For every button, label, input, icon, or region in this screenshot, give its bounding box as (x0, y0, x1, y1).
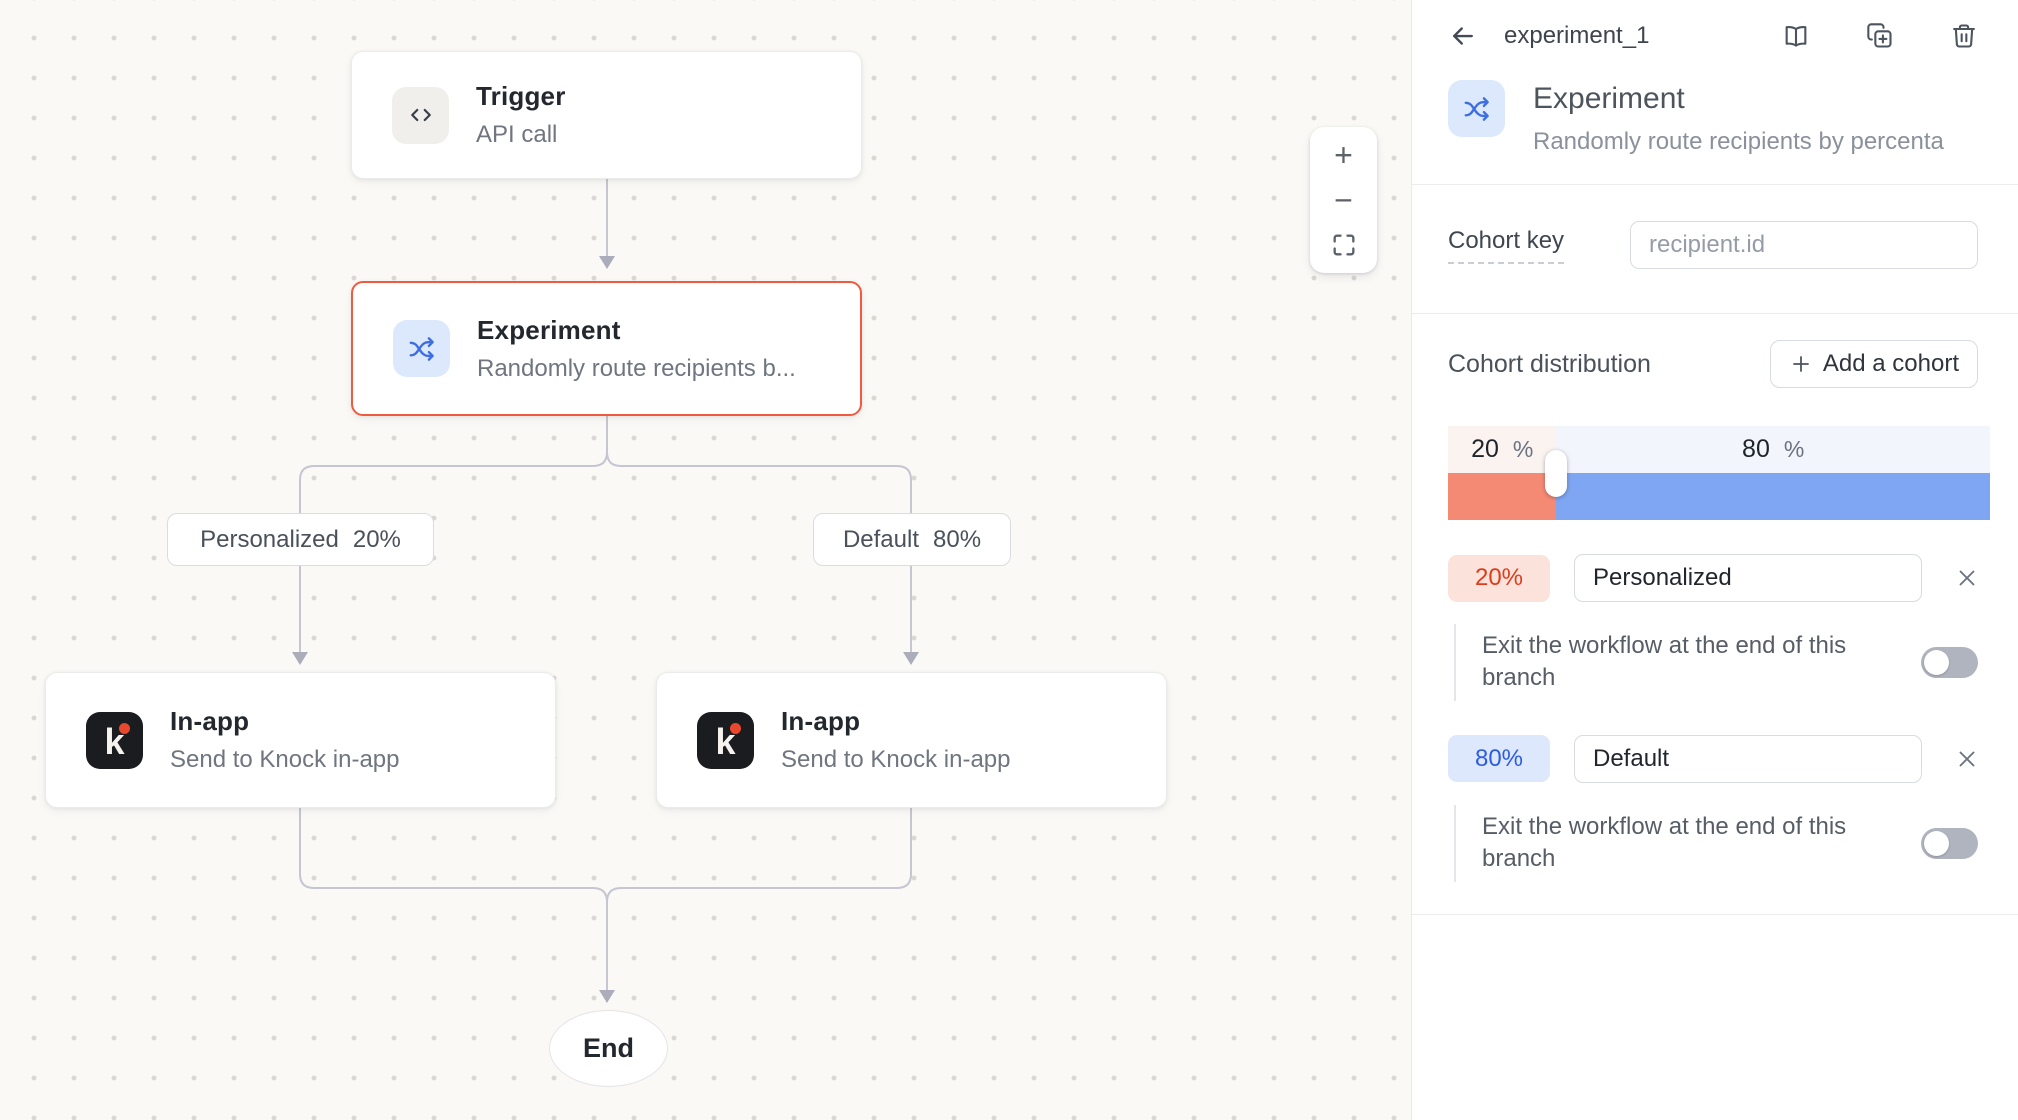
back-button[interactable] (1448, 21, 1478, 51)
trigger-node-subtitle: API call (476, 121, 558, 148)
cohort-key-row: Cohort key (1412, 185, 2018, 313)
remove-cohort-a-button[interactable] (1954, 565, 1980, 591)
cohort-key-label: Cohort key (1448, 227, 1565, 264)
exit-workflow-label: Exit the workflow at the end of this bra… (1482, 812, 1847, 873)
experiment-node-title: Experiment (477, 314, 621, 345)
workflow-connectors (292, 179, 919, 1003)
cohort-distribution-section: Cohort distribution Add a cohort 20 % (1412, 314, 2018, 520)
branch-percent: 20% (352, 525, 401, 553)
branch-label-default[interactable]: Default 80% (813, 513, 1011, 566)
add-cohort-button[interactable]: Add a cohort (1769, 340, 1978, 388)
cohort-a-exit-row: Exit the workflow at the end of this bra… (1454, 624, 1978, 701)
step-type-title: Experiment (1533, 82, 1685, 115)
cohort-b-name-input[interactable] (1574, 734, 1922, 783)
knock-logo-icon: k (86, 711, 143, 769)
book-icon (1782, 22, 1810, 50)
divider (1412, 184, 2018, 185)
cohort-b-exit-row: Exit the workflow at the end of this bra… (1454, 804, 1978, 882)
cohort-row-personalized: 20% (1448, 554, 1978, 602)
cohort-b-percent-cell: 80 % (1556, 426, 1990, 473)
cohort-b-percent-value: 80 (1742, 435, 1770, 463)
plus-icon (1789, 352, 1813, 376)
cohort-a-percent-cell: 20 % (1448, 426, 1557, 473)
percent-unit: % (1783, 436, 1805, 462)
plus-icon: + (1334, 137, 1353, 174)
experiment-node[interactable]: Experiment Randomly route recipients b..… (351, 281, 862, 416)
inapp-node-subtitle: Send to Knock in-app (170, 746, 400, 773)
delete-step-button[interactable] (1950, 22, 1978, 50)
distribution-slider-handle[interactable] (1545, 450, 1568, 497)
knock-logo-icon: k (697, 711, 754, 769)
panel-header: experiment_1 (1412, 0, 2018, 64)
cohort-a-bar-segment (1448, 473, 1557, 520)
step-heading: Experiment Randomly route recipients by … (1412, 64, 2018, 184)
branch-name: Default (842, 525, 919, 553)
cohort-a-name-input[interactable] (1574, 554, 1922, 602)
cohort-b-exit-toggle[interactable] (1921, 827, 1978, 859)
remove-cohort-b-button[interactable] (1954, 746, 1980, 772)
trigger-node[interactable]: Trigger API call (351, 51, 862, 179)
cohort-a-exit-toggle[interactable] (1921, 646, 1978, 678)
step-settings-panel: experiment_1 (1411, 0, 2018, 1120)
branch-label-personalized[interactable]: Personalized 20% (167, 513, 434, 566)
cohort-row-default: 80% (1448, 734, 1980, 783)
code-icon (392, 86, 449, 144)
zoom-out-button[interactable]: − (1322, 180, 1366, 220)
zoom-in-button[interactable]: + (1322, 135, 1366, 175)
fit-view-button[interactable] (1322, 225, 1366, 265)
branch-percent: 80% (933, 525, 982, 553)
step-description: Randomly route recipients by percenta (1533, 128, 1944, 155)
workflow-canvas[interactable]: Trigger API call Experiment Randomly rou… (0, 0, 1411, 1120)
branch-name: Personalized (200, 525, 339, 553)
cohort-b-bar-segment (1556, 473, 1990, 520)
shuffle-icon (393, 320, 450, 377)
toggle-knob (1924, 830, 1949, 856)
canvas-zoom-toolbar: + − (1310, 127, 1377, 273)
knock-dot (730, 722, 741, 734)
end-node-label: End (583, 1033, 634, 1063)
inapp-node-personalized[interactable]: k In-app Send to Knock in-app (45, 672, 556, 808)
inapp-node-subtitle: Send to Knock in-app (781, 746, 1011, 773)
cohort-a-badge: 20% (1448, 554, 1550, 602)
close-icon (1954, 746, 1980, 772)
duplicate-plus-icon (1866, 22, 1894, 50)
cohort-key-input[interactable] (1630, 221, 1978, 269)
inapp-node-default[interactable]: k In-app Send to Knock in-app (656, 672, 1167, 808)
close-icon (1954, 565, 1980, 591)
toggle-knob (1924, 649, 1949, 675)
cohort-distribution-slider: 20 % 80 % (1448, 426, 1990, 520)
step-key-title: experiment_1 (1504, 22, 1650, 49)
experiment-node-subtitle: Randomly route recipients b... (477, 354, 796, 382)
add-cohort-label: Add a cohort (1822, 350, 1959, 377)
cohort-b-badge: 80% (1448, 735, 1550, 783)
cohort-a-percent-value: 20 (1471, 435, 1499, 463)
divider (1412, 313, 2018, 314)
inapp-node-title: In-app (170, 706, 250, 736)
minus-icon: − (1334, 181, 1353, 218)
shuffle-icon (1448, 80, 1505, 137)
cohort-distribution-label: Cohort distribution (1448, 349, 1651, 378)
fit-view-icon (1330, 231, 1358, 259)
duplicate-step-button[interactable] (1866, 22, 1894, 50)
end-node[interactable]: End (549, 1010, 668, 1087)
knock-dot (119, 722, 130, 734)
trash-icon (1950, 22, 1978, 50)
trigger-node-title: Trigger (476, 81, 566, 111)
percent-unit: % (1512, 436, 1534, 462)
exit-workflow-label: Exit the workflow at the end of this bra… (1482, 632, 1847, 692)
inapp-node-title: In-app (781, 706, 861, 736)
divider (1412, 913, 2018, 915)
docs-button[interactable] (1782, 22, 1810, 50)
